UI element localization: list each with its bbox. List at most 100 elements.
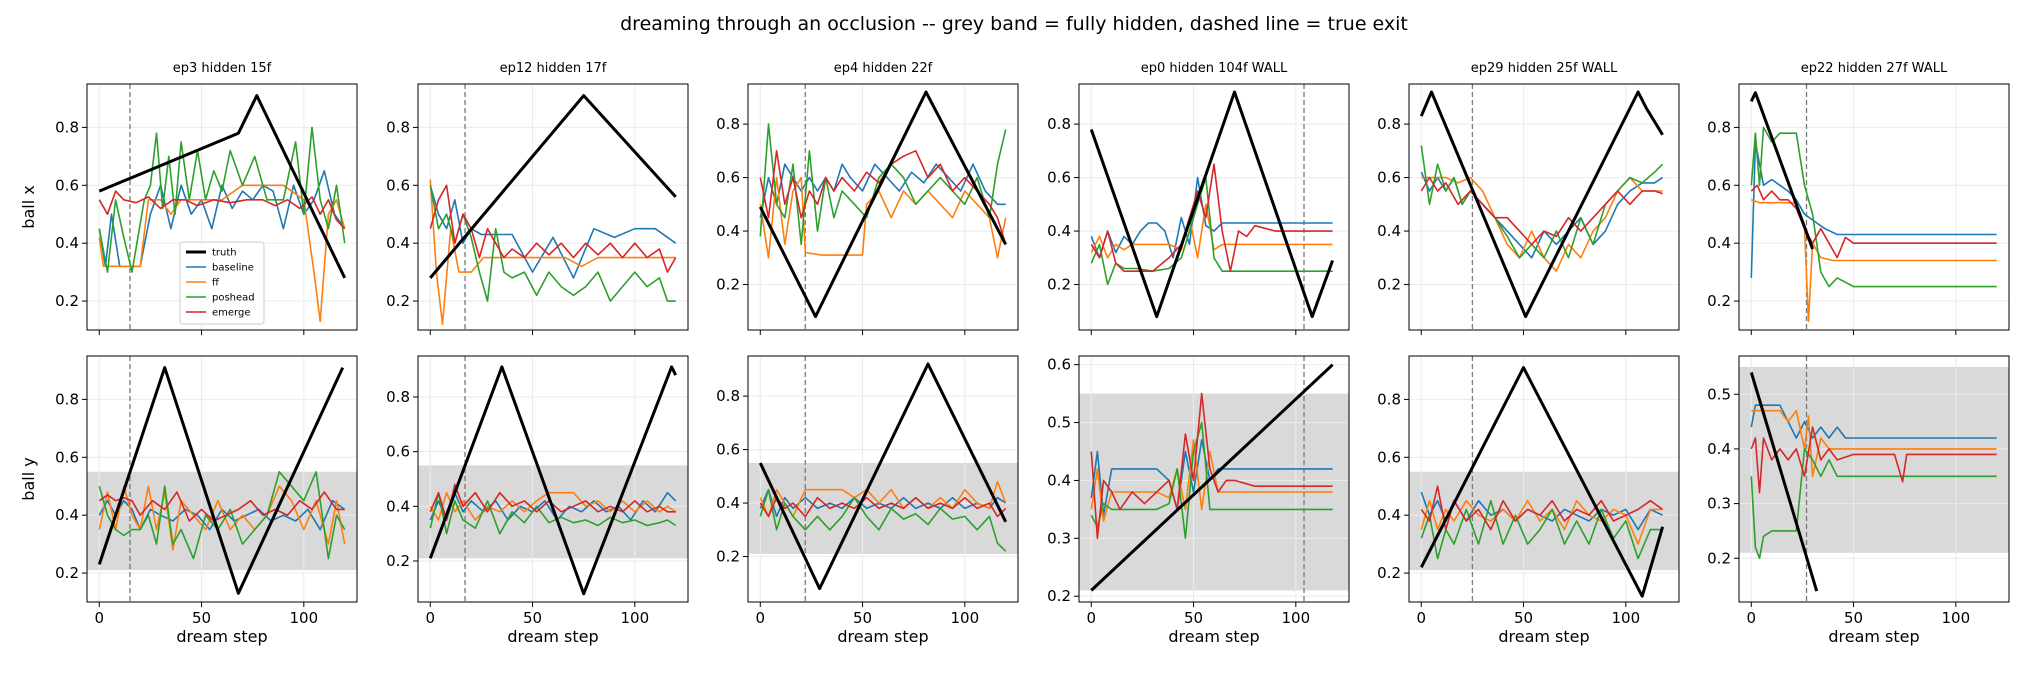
series-ff xyxy=(759,176,1007,259)
x-tick-label: 100 xyxy=(620,609,649,627)
series-truth xyxy=(428,365,678,596)
axes-frame xyxy=(86,83,358,331)
x-tick-label: 50 xyxy=(1514,609,1533,627)
axes-frame xyxy=(1738,355,2010,603)
x-axis-label: dream step xyxy=(176,627,267,646)
y-tick-label: 0.6 xyxy=(1047,356,1071,374)
series-poshead xyxy=(98,471,346,560)
series-poshead xyxy=(1750,126,1997,288)
x-tick-label: 100 xyxy=(1281,609,1310,627)
series-truth xyxy=(1090,363,1334,592)
y-tick-label: 0.6 xyxy=(55,448,79,466)
y-tick-label: 0.6 xyxy=(1377,448,1401,466)
y-tick-label: 0.2 xyxy=(386,292,410,310)
axes-frame xyxy=(1078,83,1350,331)
y-tick-label: 0.4 xyxy=(386,497,410,515)
y-tick-label: 0.6 xyxy=(716,169,740,187)
series-emerge xyxy=(98,190,346,230)
panel-8: 0 50 100 0.2 0.4 0.6 0.8 dream step xyxy=(386,355,689,646)
series-poshead xyxy=(98,126,346,273)
series-baseline xyxy=(1420,171,1664,259)
panel-1: 0.2 0.4 0.6 0.8 ep3 hidden 15f ball x xyxy=(19,61,358,335)
axes-frame xyxy=(417,83,689,331)
panel-title: ep22 hidden 27f WALL xyxy=(1801,61,1948,76)
axes-frame xyxy=(417,355,689,603)
x-tick-label: 50 xyxy=(853,609,872,627)
y-tick-label: 0.2 xyxy=(1047,276,1071,294)
axes-frame xyxy=(747,355,1019,603)
series-ff xyxy=(98,184,346,323)
panel-title: ep0 hidden 104f WALL xyxy=(1141,61,1288,76)
hidden-band xyxy=(1739,366,2009,553)
series-ff xyxy=(98,485,346,551)
series-poshead xyxy=(759,123,1007,246)
y-tick-label: 0.4 xyxy=(55,234,79,252)
axes-frame xyxy=(1408,83,1680,331)
y-tick-label: 0.2 xyxy=(1377,564,1401,582)
x-tick-label: 100 xyxy=(950,609,979,627)
x-tick-label: 50 xyxy=(1184,609,1203,627)
panel-title: ep12 hidden 17f xyxy=(500,61,607,76)
series-poshead xyxy=(1750,448,1997,560)
axes-frame xyxy=(1408,355,1680,603)
panel-11: 0 50 100 0.2 0.4 0.6 0.8 dream step xyxy=(1377,355,1680,646)
series-truth xyxy=(1749,371,1819,592)
series-poshead xyxy=(1420,499,1663,560)
y-tick-label: 0.6 xyxy=(386,176,410,194)
y-tick-label: 0.8 xyxy=(55,390,79,408)
y-tick-label: 0.4 xyxy=(1047,471,1071,489)
panel-title: ep29 hidden 25f WALL xyxy=(1471,61,1618,76)
series-emerge xyxy=(1420,176,1663,246)
panel-6: 0.2 0.4 0.6 0.8 ep22 hidden 27f WALL xyxy=(1707,61,2010,335)
x-axis-label: dream step xyxy=(1828,627,1919,646)
panel-title: ep4 hidden 22f xyxy=(834,61,933,76)
x-tick-label: 100 xyxy=(289,609,318,627)
panel-10: 0 50 100 0.2 0.3 0.4 0.5 0.6 dream step xyxy=(1047,355,1350,646)
panel-7: 0 50 100 0.2 0.4 0.6 0.8 dream step ball y xyxy=(19,355,358,646)
y-tick-label: 0.4 xyxy=(55,506,79,524)
x-tick-label: 50 xyxy=(192,609,211,627)
y-tick-label: 0.2 xyxy=(716,548,740,566)
y-tick-label: 0.8 xyxy=(716,387,740,405)
series-baseline xyxy=(1750,141,1997,278)
series-baseline xyxy=(1750,404,1997,439)
y-tick-label: 0.4 xyxy=(716,222,740,240)
y-tick-label: 0.8 xyxy=(55,118,79,136)
y-tick-label: 0.4 xyxy=(716,494,740,512)
x-tick-label: 0 xyxy=(755,609,765,627)
panel-4: 0.2 0.4 0.6 0.8 ep0 hidden 104f WALL xyxy=(1047,61,1350,335)
y-tick-label: 0.2 xyxy=(1707,292,1731,310)
x-tick-label: 100 xyxy=(1611,609,1640,627)
axes-frame xyxy=(747,83,1019,331)
x-axis-label: dream step xyxy=(1498,627,1589,646)
series-poshead xyxy=(759,488,1007,552)
series-emerge xyxy=(429,184,677,273)
y-tick-label: 0.2 xyxy=(716,276,740,294)
panel-12: 0 50 100 0.2 0.3 0.4 0.5 dream step xyxy=(1707,355,2010,646)
y-tick-label: 0.3 xyxy=(1707,495,1731,513)
y-tick-label: 0.6 xyxy=(1047,169,1071,187)
legend-label: ff xyxy=(212,278,220,289)
y-tick-label: 0.8 xyxy=(386,388,410,406)
series-emerge xyxy=(759,496,1007,518)
x-axis-label: dream step xyxy=(1168,627,1259,646)
legend-frame xyxy=(179,241,265,325)
y-axis-label: ball y xyxy=(19,457,38,500)
legend-label: poshead xyxy=(212,293,255,304)
series-emerge xyxy=(1090,163,1333,272)
hidden-band xyxy=(1409,471,1679,571)
y-tick-label: 0.4 xyxy=(1047,222,1071,240)
series-truth xyxy=(1089,90,1335,319)
y-tick-label: 0.2 xyxy=(386,552,410,570)
legend: truth baseline ff poshead emerge xyxy=(179,241,265,325)
x-tick-label: 0 xyxy=(1746,609,1756,627)
x-tick-label: 50 xyxy=(523,609,542,627)
series-emerge xyxy=(1420,485,1664,531)
panel-5: 0.2 0.4 0.6 0.8 ep29 hidden 25f WALL xyxy=(1377,61,1680,335)
y-tick-label: 0.6 xyxy=(386,443,410,461)
y-tick-label: 0.6 xyxy=(55,176,79,194)
series-truth xyxy=(429,94,677,279)
series-truth xyxy=(1749,91,1815,250)
y-tick-label: 0.4 xyxy=(1707,234,1731,252)
